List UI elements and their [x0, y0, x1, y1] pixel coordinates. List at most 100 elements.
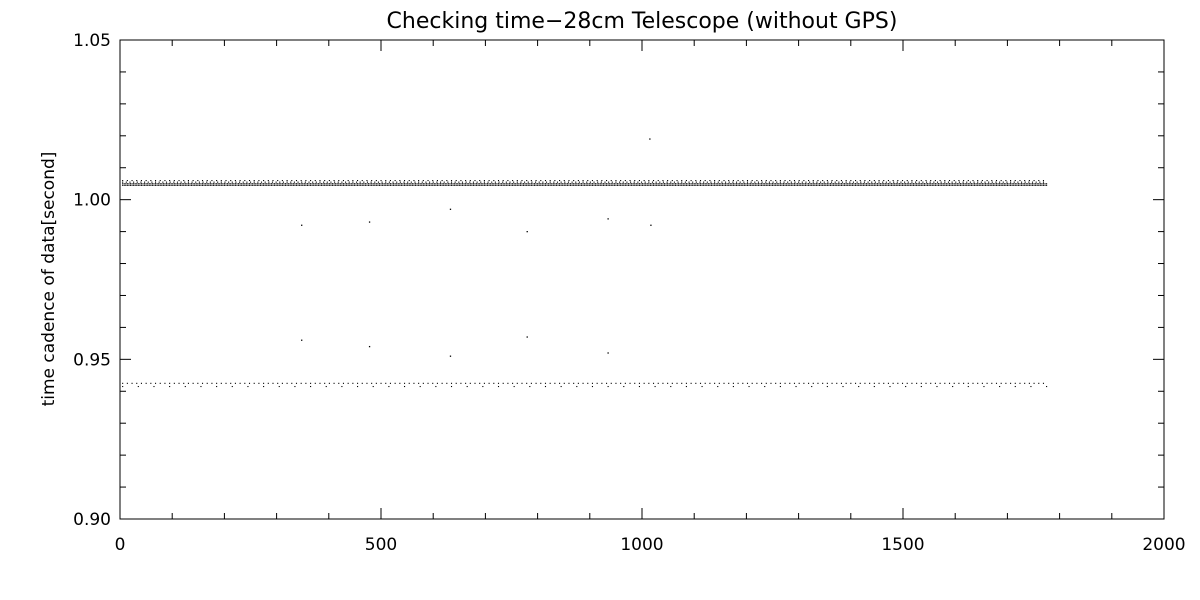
data-point	[901, 183, 904, 185]
data-point	[891, 184, 893, 186]
data-point	[549, 180, 551, 182]
data-point	[385, 184, 387, 186]
data-point	[887, 183, 889, 185]
data-point	[440, 184, 442, 186]
data-point	[469, 382, 471, 384]
data-point	[544, 183, 547, 185]
data-point	[894, 183, 896, 185]
data-point	[642, 184, 644, 186]
data-point	[370, 181, 372, 183]
data-point	[328, 180, 330, 182]
data-point	[964, 184, 966, 186]
data-point	[942, 184, 944, 186]
data-point	[955, 183, 957, 185]
data-point	[575, 181, 577, 183]
data-point	[743, 183, 745, 185]
data-point	[496, 183, 498, 185]
data-point	[242, 184, 244, 186]
data-point	[787, 184, 789, 186]
data-point	[497, 184, 500, 186]
data-point	[667, 183, 669, 185]
data-point	[626, 181, 628, 183]
data-point	[427, 183, 429, 185]
data-point	[502, 184, 504, 186]
data-point	[836, 183, 838, 185]
data-point	[1028, 181, 1030, 183]
data-point	[1005, 382, 1007, 384]
data-point	[244, 180, 246, 182]
data-point	[889, 181, 891, 183]
data-point	[864, 180, 866, 182]
data-point	[878, 382, 880, 384]
data-point	[757, 184, 760, 186]
data-point	[147, 183, 149, 185]
data-point	[831, 184, 833, 186]
data-point	[366, 183, 368, 185]
data-point	[551, 183, 553, 185]
data-point	[292, 183, 294, 185]
data-point	[596, 382, 598, 384]
data-point	[344, 184, 346, 186]
data-point	[602, 183, 604, 185]
data-point	[216, 184, 218, 186]
data-point	[649, 183, 651, 185]
data-point	[953, 184, 955, 186]
data-point	[494, 183, 496, 185]
data-point	[903, 183, 905, 185]
data-point	[798, 382, 800, 384]
data-point	[900, 181, 902, 183]
data-point	[346, 183, 348, 185]
data-point	[461, 181, 464, 183]
data-point	[403, 183, 406, 185]
data-point	[147, 181, 149, 183]
data-point	[211, 184, 213, 186]
data-point	[789, 382, 791, 384]
data-point	[595, 184, 597, 186]
data-point	[934, 382, 936, 384]
data-point	[374, 184, 376, 186]
data-point	[256, 183, 258, 185]
data-point	[624, 382, 626, 384]
data-point	[693, 184, 695, 186]
data-point	[414, 184, 417, 186]
data-point	[858, 183, 860, 185]
data-point	[728, 180, 730, 182]
data-point	[352, 181, 354, 183]
data-point	[1020, 183, 1023, 185]
data-point	[460, 183, 462, 185]
data-point	[746, 382, 749, 384]
data-point	[513, 385, 515, 388]
data-point	[543, 183, 545, 185]
data-point	[969, 181, 971, 183]
y-axis-label: time cadence of data[second]	[39, 152, 59, 407]
data-point	[458, 181, 460, 183]
data-point	[493, 382, 495, 384]
data-point	[812, 183, 814, 185]
data-point	[751, 180, 753, 182]
data-point	[1006, 183, 1008, 185]
data-point	[1031, 183, 1034, 185]
data-point	[897, 180, 899, 182]
data-point	[1024, 184, 1026, 186]
data-point	[909, 183, 911, 185]
data-point	[840, 183, 843, 185]
data-point	[915, 181, 917, 183]
data-point	[925, 183, 927, 185]
data-point	[801, 183, 803, 185]
data-point	[640, 184, 642, 186]
data-point	[137, 385, 139, 388]
data-point	[673, 181, 675, 183]
data-point	[1017, 183, 1019, 185]
data-point	[1041, 183, 1043, 185]
data-point	[695, 183, 697, 185]
data-point	[682, 183, 684, 185]
x-tick-label: 0	[115, 535, 126, 555]
data-point	[896, 181, 898, 183]
data-point	[347, 183, 349, 185]
data-point	[497, 385, 500, 388]
data-point	[790, 181, 792, 183]
data-point	[557, 184, 559, 186]
data-point	[1025, 184, 1027, 186]
data-point	[275, 183, 277, 185]
data-point	[936, 183, 938, 185]
